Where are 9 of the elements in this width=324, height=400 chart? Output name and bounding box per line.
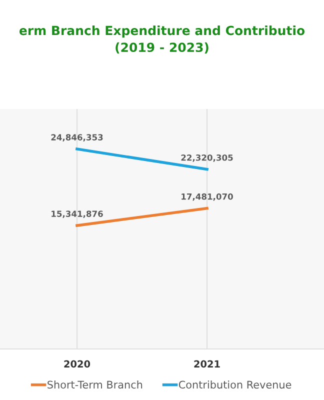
x-tick-label: 2020 xyxy=(64,360,90,368)
x-tick-label: 2021 xyxy=(194,360,220,368)
data-label: 22,320,305 xyxy=(181,154,233,162)
data-label: 15,341,876 xyxy=(52,210,103,218)
data-label: 17,481,070 xyxy=(182,193,233,201)
data-label: 24,846,353 xyxy=(51,134,103,142)
legend-label: Short-Term Branch xyxy=(48,380,142,389)
chart-title: erm Branch Expenditure and Contributio (2019 - 2023) xyxy=(19,26,305,54)
legend-label: Contribution Revenue xyxy=(178,380,292,389)
